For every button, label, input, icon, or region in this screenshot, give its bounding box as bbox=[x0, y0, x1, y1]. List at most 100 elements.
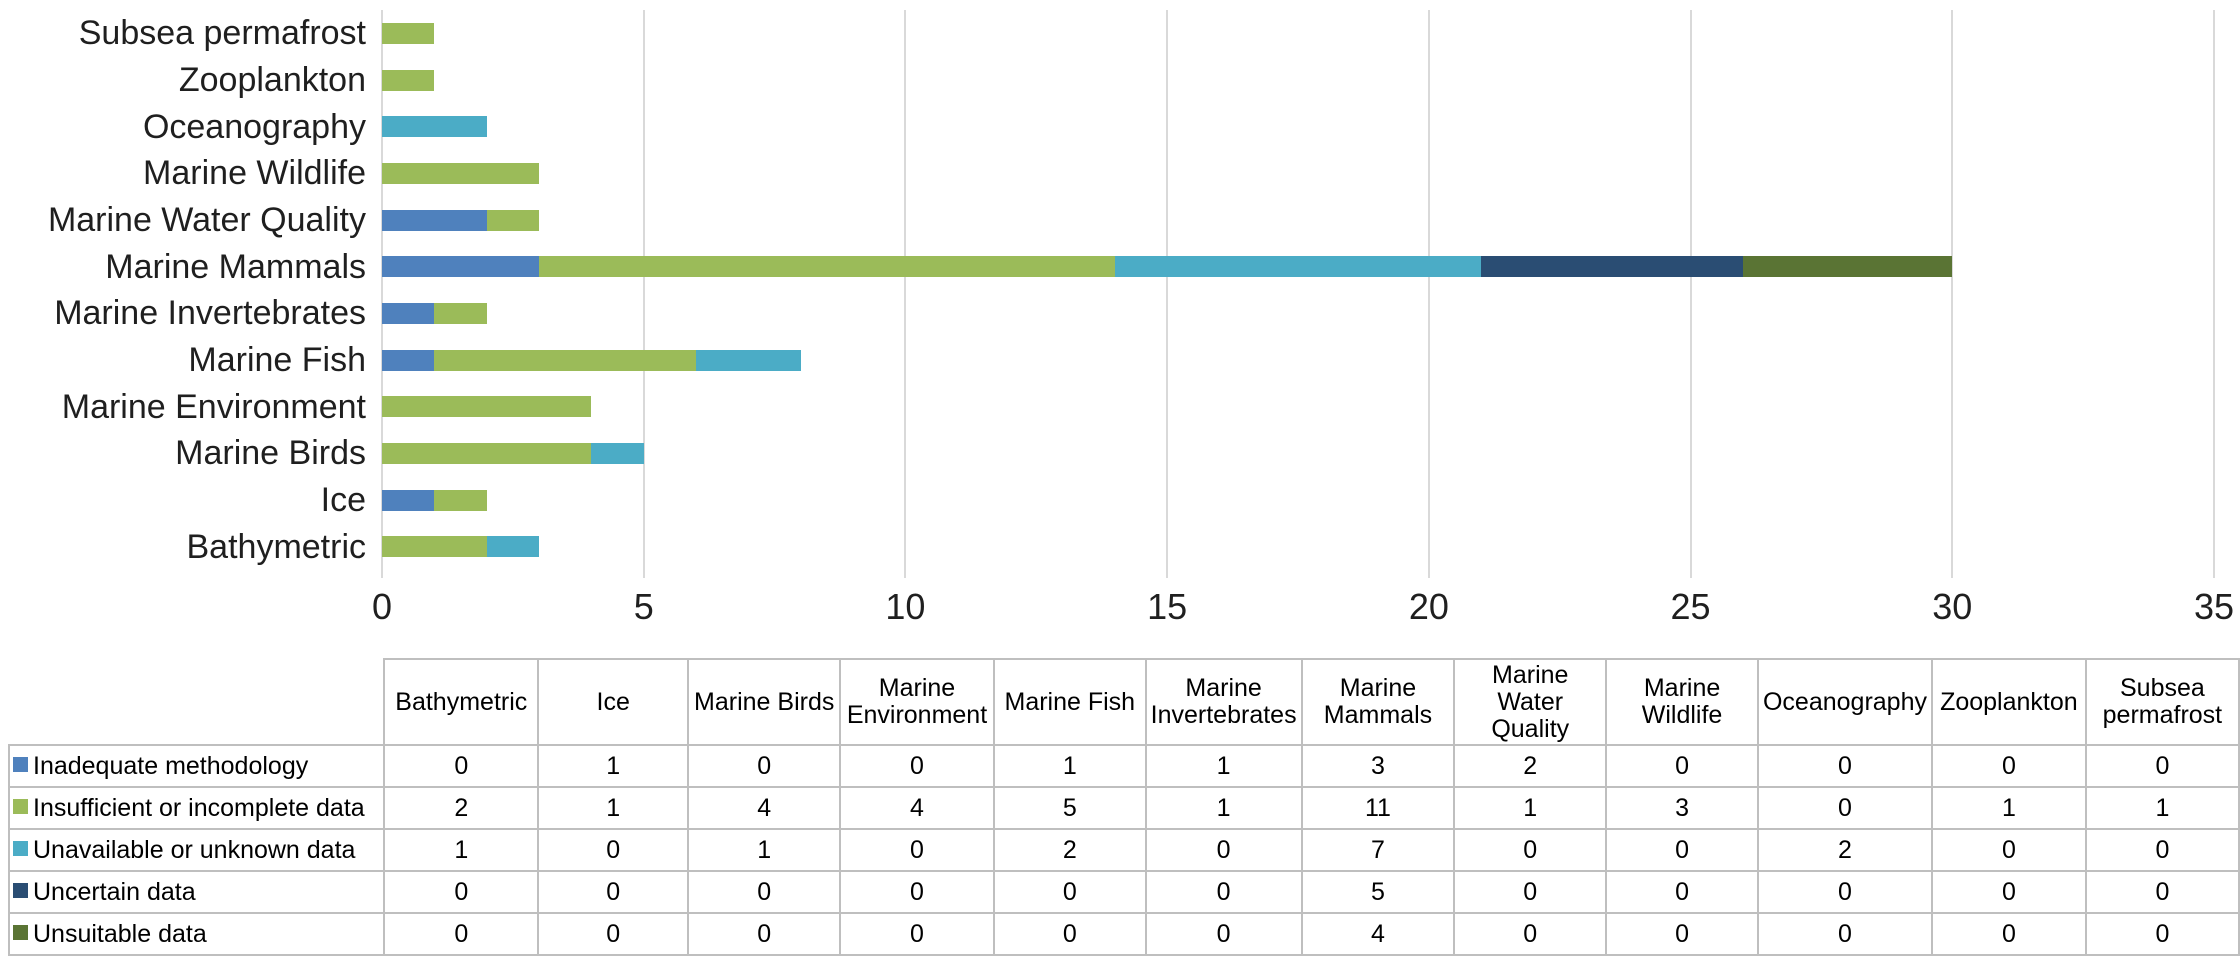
y-axis-label: Marine Wildlife bbox=[143, 154, 366, 193]
value-cell: 0 bbox=[687, 870, 842, 914]
value-cell: 0 bbox=[383, 744, 540, 788]
x-axis-tick-label: 0 bbox=[371, 586, 393, 627]
column-header: Marine Birds bbox=[687, 658, 842, 746]
bar-segment bbox=[382, 396, 592, 418]
column-header: Marine Mammals bbox=[1300, 658, 1456, 746]
row-label-text: Insufficient or incomplete data bbox=[33, 793, 365, 822]
y-axis-label: Marine Birds bbox=[175, 434, 366, 473]
x-axis-tick-labels: 0 5 10 15 20 25 30 35 bbox=[372, 586, 2234, 634]
table-corner-cell bbox=[9, 659, 384, 745]
table-row: Unsuitable data 0 0 0 0 0 0 4 0 0 0 0 0 bbox=[7, 912, 2240, 956]
x-axis-tick-label: 15 bbox=[1147, 586, 1188, 627]
column-header: Oceanography bbox=[1756, 658, 1934, 746]
bar-segment bbox=[382, 442, 592, 464]
stacked-bar bbox=[382, 536, 539, 558]
column-header: Ice bbox=[537, 658, 690, 746]
row-label: Unavailable or unknown data bbox=[7, 828, 386, 872]
value-cell: 0 bbox=[839, 828, 995, 872]
value-cell: 0 bbox=[537, 828, 690, 872]
bar-segment bbox=[1481, 256, 1743, 278]
gridline bbox=[1427, 10, 1430, 579]
value-cell: 0 bbox=[1453, 912, 1608, 956]
bar-segment bbox=[486, 536, 539, 558]
y-axis-label: Oceanography bbox=[142, 107, 366, 146]
value-cell: 0 bbox=[1605, 912, 1759, 956]
value-cell: 0 bbox=[1931, 870, 2087, 914]
legend-swatch-icon bbox=[13, 883, 28, 899]
value-cell: 0 bbox=[839, 744, 995, 788]
bar-row bbox=[382, 10, 2214, 57]
table-row: Insufficient or incomplete data 2 1 4 4 5 1 11 1… bbox=[7, 786, 2240, 830]
value-cell: 0 bbox=[1453, 828, 1608, 872]
gridline bbox=[1166, 10, 1169, 579]
value-cell: 2 bbox=[992, 828, 1147, 872]
value-cell: 11 bbox=[1300, 786, 1456, 830]
bar-segment bbox=[382, 209, 487, 231]
value-cell: 0 bbox=[1605, 828, 1759, 872]
value-cell: 1 bbox=[1144, 786, 1303, 830]
row-label: Uncertain data bbox=[7, 870, 386, 914]
bar-row bbox=[382, 383, 2214, 430]
value-cell: 2 bbox=[1453, 744, 1608, 788]
stacked-bar bbox=[382, 489, 487, 511]
value-cell: 0 bbox=[992, 912, 1147, 956]
y-axis-label: Ice bbox=[320, 481, 366, 519]
bar-row bbox=[382, 430, 2214, 477]
stacked-bar bbox=[382, 349, 801, 371]
value-cell: 2 bbox=[383, 786, 540, 830]
bar-segment bbox=[486, 209, 539, 231]
value-cell: 0 bbox=[1931, 912, 2087, 956]
gridline bbox=[1689, 10, 1692, 579]
bar-segment bbox=[382, 302, 435, 324]
x-axis-tick-label: 35 bbox=[2193, 586, 2235, 627]
value-cell: 4 bbox=[839, 786, 995, 830]
bar-segment bbox=[434, 302, 487, 324]
value-cell: 1 bbox=[1453, 786, 1608, 830]
value-cell: 1 bbox=[992, 744, 1147, 788]
bar-row bbox=[382, 57, 2214, 104]
value-cell: 4 bbox=[687, 786, 842, 830]
bar-segment bbox=[1742, 256, 1953, 278]
value-cell: 0 bbox=[1931, 828, 2087, 872]
bar-segment bbox=[539, 256, 1115, 278]
value-cell: 0 bbox=[839, 912, 995, 956]
value-cell: 0 bbox=[1931, 744, 2087, 788]
column-header: Subsea permafrost bbox=[2084, 658, 2240, 746]
gridline bbox=[1951, 10, 1954, 579]
bar-row bbox=[382, 523, 2214, 570]
bar-segment bbox=[382, 256, 540, 278]
chart-plot-area bbox=[381, 10, 2215, 579]
y-axis-label: Marine Invertebrates bbox=[54, 294, 366, 333]
table-row: Unavailable or unknown data 1 0 1 0 2 0 7 0 0 2 0 0 bbox=[7, 828, 2240, 872]
row-label: Inadequate methodology bbox=[7, 744, 386, 788]
value-cell: 1 bbox=[537, 744, 690, 788]
column-header: Bathymetric bbox=[383, 658, 540, 746]
bar-segment bbox=[434, 489, 487, 511]
bar-row bbox=[382, 337, 2214, 384]
value-cell: 1 bbox=[687, 828, 842, 872]
row-label: Insufficient or incomplete data bbox=[7, 786, 386, 830]
row-label: Unsuitable data bbox=[7, 912, 386, 956]
bar-segment bbox=[382, 116, 487, 138]
value-cell: 0 bbox=[383, 912, 540, 956]
value-cell: 0 bbox=[1756, 870, 1934, 914]
value-cell: 0 bbox=[2084, 744, 2240, 788]
value-cell: 1 bbox=[1144, 744, 1303, 788]
y-axis-label: Marine Mammals bbox=[105, 247, 366, 286]
gridline bbox=[381, 10, 383, 579]
value-cell: 0 bbox=[1605, 870, 1759, 914]
bar-row bbox=[382, 150, 2214, 197]
column-header: Marine Water Quality bbox=[1453, 658, 1608, 746]
value-cell: 0 bbox=[1144, 870, 1303, 914]
row-label-text: Inadequate methodology bbox=[33, 751, 309, 780]
value-cell: 0 bbox=[1756, 786, 1934, 830]
column-header: Marine Invertebrates bbox=[1144, 658, 1303, 746]
x-axis-tick-label: 25 bbox=[1670, 586, 1711, 627]
table-body: Inadequate methodology 0 1 0 0 1 1 3 2 0 0 0 0 Insuff… bbox=[7, 744, 2240, 956]
value-cell: 4 bbox=[1300, 912, 1456, 956]
value-cell: 0 bbox=[1756, 744, 1934, 788]
value-cell: 0 bbox=[383, 870, 540, 914]
stacked-bar bbox=[382, 22, 435, 44]
bar-segment bbox=[434, 349, 697, 371]
